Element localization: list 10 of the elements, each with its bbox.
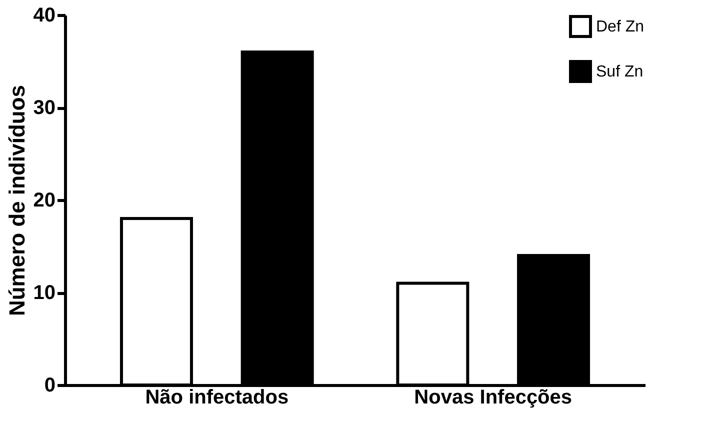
- y-tick-label: 30: [33, 97, 56, 119]
- x-tick-label: Não infectados: [145, 386, 289, 408]
- y-tick-label: 0: [44, 374, 56, 396]
- y-tick-label: 20: [33, 190, 56, 212]
- x-tick-label: Novas Infecções: [414, 386, 572, 408]
- legend-label: Suf Zn: [596, 64, 644, 80]
- y-tick-label: 40: [33, 4, 56, 26]
- y-axis-title: Número de indivíduos: [4, 84, 30, 316]
- legend-label: Def Zn: [596, 18, 644, 36]
- y-tick-label: 10: [33, 282, 56, 304]
